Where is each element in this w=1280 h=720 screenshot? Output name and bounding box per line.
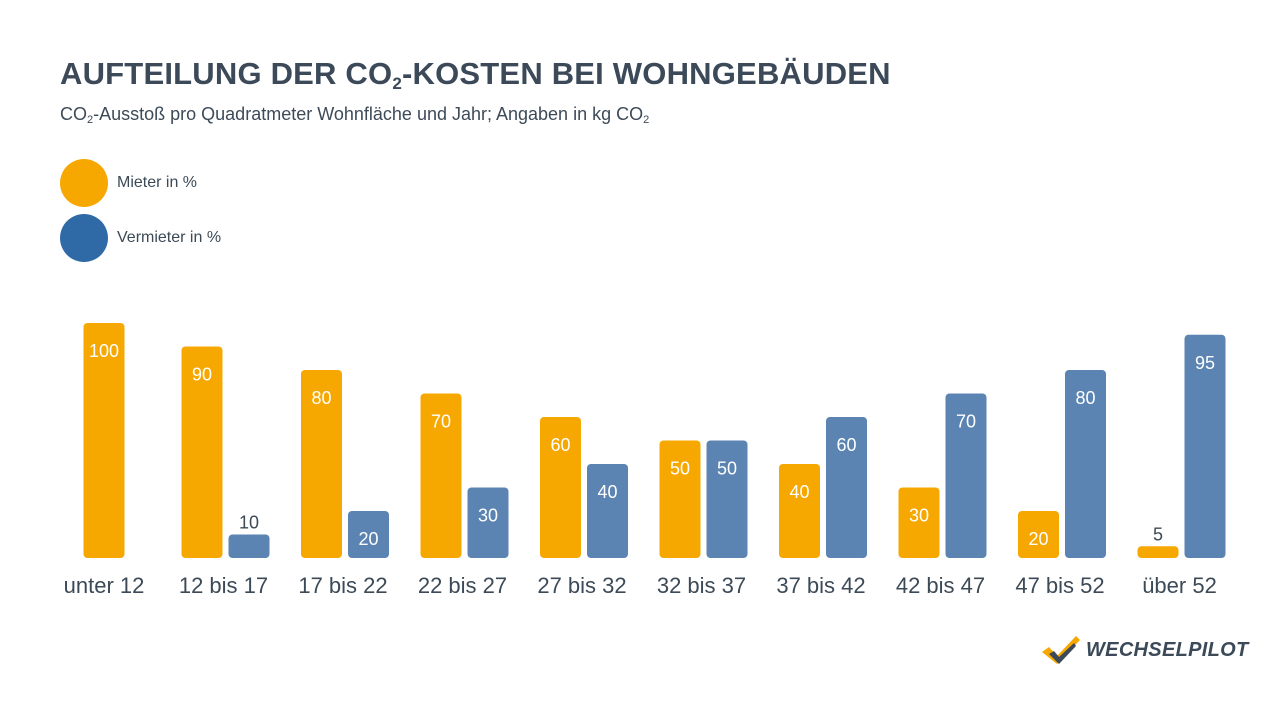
bar-mieter-42-bis-47 bbox=[898, 487, 940, 558]
legend-label-vermieter: Vermieter in % bbox=[117, 229, 222, 246]
bar-vermieter-über-52 bbox=[1184, 334, 1226, 558]
data-label-mieter-42-bis-47: 30 bbox=[909, 506, 929, 526]
bar-mieter-unter-12 bbox=[83, 323, 125, 558]
data-label-vermieter-27-bis-32: 40 bbox=[597, 482, 617, 502]
legend-item-mieter: Mieter in % bbox=[60, 159, 197, 207]
data-label-mieter-22-bis-27: 70 bbox=[431, 412, 451, 432]
legend-item-vermieter: Vermieter in % bbox=[60, 214, 221, 262]
bar-vermieter-47-bis-52 bbox=[1065, 370, 1106, 558]
bar-mieter-37-bis-42 bbox=[779, 464, 820, 558]
data-label-mieter-27-bis-32: 60 bbox=[550, 435, 570, 455]
legend-swatch-mieter bbox=[60, 159, 108, 207]
bar-vermieter-22-bis-27 bbox=[467, 487, 509, 558]
bar-mieter-22-bis-27 bbox=[420, 393, 462, 558]
data-label-vermieter-17-bis-22: 20 bbox=[358, 529, 378, 549]
bar-vermieter-32-bis-37 bbox=[706, 440, 748, 558]
data-label-vermieter-12-bis-17: 10 bbox=[239, 513, 259, 533]
bar-vermieter-12-bis-17 bbox=[228, 534, 270, 558]
data-label-mieter-32-bis-37: 50 bbox=[670, 459, 690, 479]
bar-mieter-12-bis-17 bbox=[181, 346, 223, 558]
data-label-vermieter-42-bis-47: 70 bbox=[956, 412, 976, 432]
data-label-mieter-37-bis-42: 40 bbox=[789, 482, 809, 502]
data-label-vermieter-32-bis-37: 50 bbox=[717, 459, 737, 479]
data-label-vermieter-37-bis-42: 60 bbox=[836, 435, 856, 455]
brand-name: WECHSELPILOT bbox=[1086, 638, 1249, 661]
legend-swatch-vermieter bbox=[60, 214, 108, 262]
x-tick-label-42-bis-47: 42 bis 47 bbox=[896, 573, 985, 598]
data-label-mieter-17-bis-22: 80 bbox=[311, 388, 331, 408]
bar-vermieter-27-bis-32 bbox=[587, 464, 628, 558]
data-label-vermieter-22-bis-27: 30 bbox=[478, 506, 498, 526]
checkmark-logo-icon bbox=[1042, 636, 1080, 664]
bar-vermieter-37-bis-42 bbox=[826, 417, 867, 558]
data-label-mieter-47-bis-52: 20 bbox=[1028, 529, 1048, 549]
x-tick-label-22-bis-27: 22 bis 27 bbox=[418, 573, 507, 598]
x-tick-label-12-bis-17: 12 bis 17 bbox=[179, 573, 268, 598]
x-tick-label-47-bis-52: 47 bis 52 bbox=[1015, 573, 1104, 598]
bar-vermieter-42-bis-47 bbox=[945, 393, 987, 558]
data-label-vermieter-über-52: 95 bbox=[1195, 353, 1215, 373]
bar-vermieter-17-bis-22 bbox=[348, 511, 389, 558]
data-label-mieter-über-52: 5 bbox=[1153, 524, 1163, 544]
x-tick-label-17-bis-22: 17 bis 22 bbox=[298, 573, 387, 598]
x-tick-label-über-52: über 52 bbox=[1142, 573, 1217, 598]
data-label-vermieter-47-bis-52: 80 bbox=[1075, 388, 1095, 408]
x-tick-label-unter-12: unter 12 bbox=[64, 573, 145, 598]
x-tick-label-37-bis-42: 37 bis 42 bbox=[776, 573, 865, 598]
legend-label-mieter: Mieter in % bbox=[117, 174, 198, 191]
brand-logo: WECHSELPILOT bbox=[1040, 634, 1249, 666]
data-label-mieter-12-bis-17: 90 bbox=[192, 365, 212, 385]
bar-mieter-47-bis-52 bbox=[1018, 511, 1059, 558]
page-title: AUFTEILUNG DER CO2-KOSTEN BEI WOHNGEBÄUD… bbox=[60, 56, 891, 93]
bar-mieter-27-bis-32 bbox=[540, 417, 581, 558]
bar-mieter-17-bis-22 bbox=[301, 370, 342, 558]
bar-mieter-über-52 bbox=[1137, 546, 1179, 558]
x-tick-label-32-bis-37: 32 bis 37 bbox=[657, 573, 746, 598]
bar-mieter-32-bis-37 bbox=[659, 440, 701, 558]
x-tick-label-27-bis-32: 27 bis 32 bbox=[537, 573, 626, 598]
data-label-mieter-unter-12: 100 bbox=[89, 341, 119, 361]
chart-subtitle: CO2-Ausstoß pro Quadratmeter Wohnfläche … bbox=[60, 104, 650, 126]
